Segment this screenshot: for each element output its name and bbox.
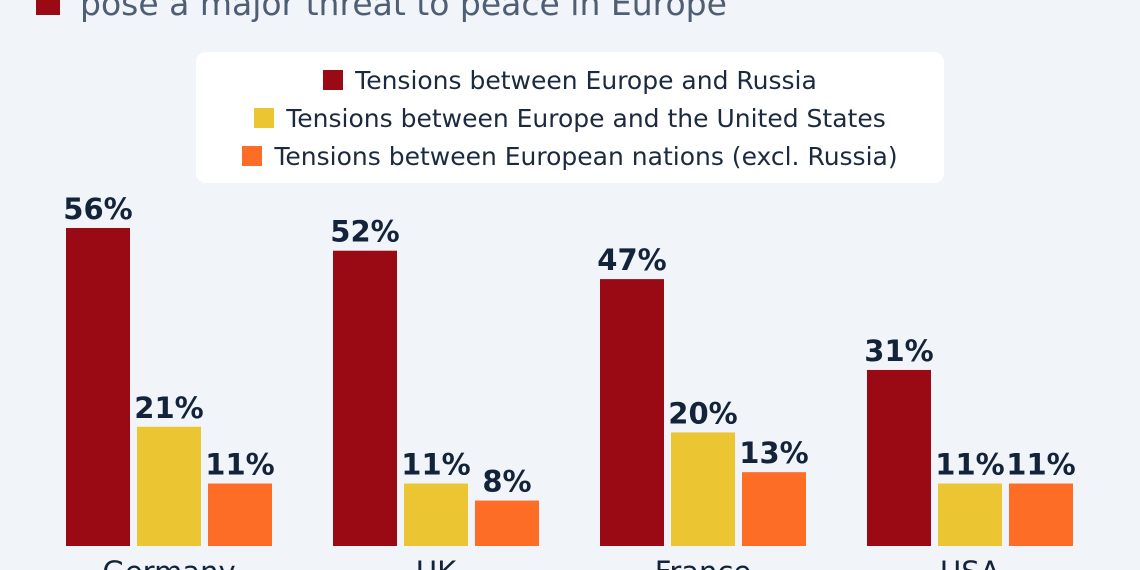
bar-uk-series-1 [333, 250, 397, 546]
data-label-usa-series-2: 11% [935, 448, 1004, 482]
legend-swatch-europe-russia [323, 70, 344, 90]
data-label-germany-series-1: 56% [63, 192, 132, 226]
data-label-germany-series-3: 11% [205, 448, 274, 482]
legend-label-european-nations: Tensions between European nations (excl.… [274, 141, 898, 171]
bar-germany-series-2 [137, 426, 201, 546]
bar-germany-series-3 [208, 483, 272, 546]
data-label-usa-series-1: 31% [864, 334, 933, 368]
bar-usa-series-1 [867, 369, 931, 546]
data-label-uk-series-1: 52% [330, 215, 399, 249]
title-text: pose a major threat to peace in Europe [80, 0, 727, 23]
bar-uk-series-2 [404, 483, 468, 546]
data-label-france-series-2: 20% [668, 396, 737, 430]
legend-swatch-europe-usa [254, 108, 275, 128]
data-label-usa-series-3: 11% [1006, 448, 1075, 482]
data-label-uk-series-3: 8% [482, 465, 531, 499]
bar-usa-series-3 [1009, 483, 1073, 546]
category-label-uk: UK [416, 555, 457, 570]
chart-title: pose a major threat to peace in Europe [36, 0, 727, 28]
bar-usa-series-2 [938, 483, 1002, 546]
legend: Tensions between Europe and Russia Tensi… [196, 52, 944, 183]
category-label-france: France [655, 555, 751, 570]
legend-item-europe-usa: Tensions between Europe and the United S… [196, 98, 944, 138]
category-label-germany: Germany [102, 555, 235, 570]
title-marker [36, 0, 60, 15]
data-label-france-series-1: 47% [597, 243, 666, 277]
data-label-uk-series-2: 11% [401, 448, 470, 482]
data-label-france-series-3: 13% [739, 436, 808, 470]
bar-france-series-2 [671, 432, 735, 546]
category-label-usa: USA [940, 555, 1000, 570]
data-label-germany-series-2: 21% [134, 391, 203, 425]
legend-label-europe-russia: Tensions between Europe and Russia [355, 65, 817, 95]
legend-item-europe-russia: Tensions between Europe and Russia [196, 60, 944, 100]
bar-france-series-3 [742, 472, 806, 546]
legend-swatch-european-nations [242, 146, 263, 166]
bar-germany-series-1 [66, 228, 130, 546]
bar-uk-series-3 [475, 500, 539, 546]
legend-label-europe-usa: Tensions between Europe and the United S… [286, 103, 886, 133]
legend-item-european-nations: Tensions between European nations (excl.… [196, 136, 944, 176]
bar-france-series-1 [600, 279, 664, 546]
